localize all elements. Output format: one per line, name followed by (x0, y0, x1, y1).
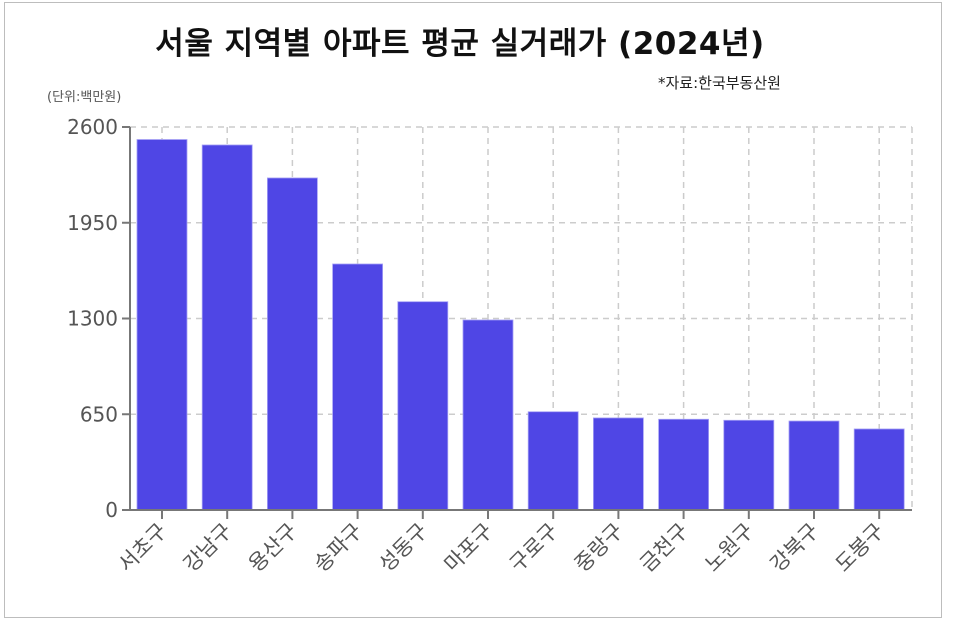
bar-마포구[interactable] (462, 319, 514, 511)
x-tick-label: 노원구 (700, 519, 758, 577)
bar-성동구[interactable] (397, 301, 449, 511)
bar-구로구[interactable] (527, 411, 579, 511)
unit-label: (단위:백만원) (47, 90, 122, 105)
x-tick-label: 송파구 (309, 519, 367, 577)
chart-title: 서울 지역별 아파트 평균 실거래가 (2024년) (155, 26, 765, 62)
bar-강북구[interactable] (788, 420, 840, 511)
y-tick-label: 1950 (67, 211, 118, 235)
bar-용산구[interactable] (266, 177, 318, 511)
x-tick-label: 도봉구 (831, 519, 889, 577)
x-tick-label: 금천구 (635, 519, 693, 577)
y-tick-label: 1300 (67, 307, 118, 331)
source-note: *자료:한국부동산원 (658, 74, 781, 92)
y-axis-ticks: 0 650 1300 1950 2600 (67, 115, 130, 522)
y-tick-label: 0 (105, 498, 118, 522)
x-axis-ticks: 서초구 강남구 용산구 송파구 성동구 마포구 구로구 중랑구 금천구 노원구 강북구 도봉구 (114, 510, 889, 577)
bar-서초구[interactable] (136, 139, 188, 511)
x-tick-label: 구로구 (505, 519, 563, 577)
bars (136, 139, 905, 511)
bar-송파구[interactable] (332, 263, 384, 511)
x-tick-label: 중랑구 (570, 519, 628, 577)
x-tick-label: 강남구 (179, 519, 237, 577)
bar-중랑구[interactable] (593, 417, 644, 511)
x-tick-label: 마포구 (440, 519, 498, 577)
y-tick-label: 2600 (67, 115, 118, 139)
bar-강남구[interactable] (201, 144, 253, 511)
bar-금천구[interactable] (658, 418, 709, 511)
x-tick-label: 성동구 (374, 519, 432, 577)
x-tick-label: 용산구 (244, 519, 302, 577)
x-tick-label: 서초구 (114, 519, 172, 577)
y-tick-label: 650 (80, 402, 118, 426)
bar-도봉구[interactable] (853, 428, 905, 511)
bar-노원구[interactable] (723, 419, 775, 511)
x-tick-label: 강북구 (766, 519, 824, 577)
